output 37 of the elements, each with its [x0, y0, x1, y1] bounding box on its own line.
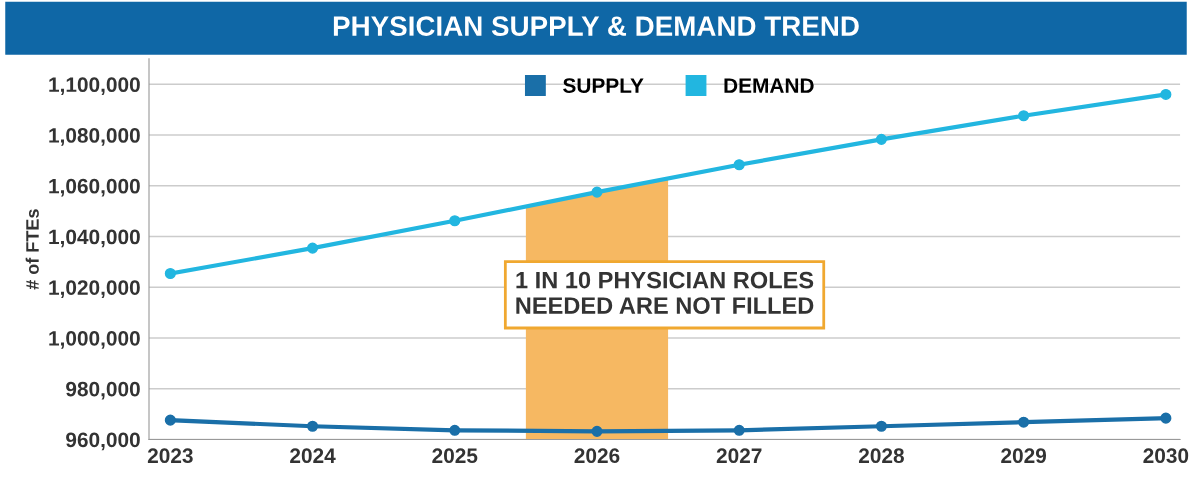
- y-tick-label: 1,100,000: [49, 77, 140, 96]
- point: [875, 420, 887, 432]
- annotation: 1 IN 10 PHYSICIAN ROLES NEEDED ARE NOT FILLED: [516, 271, 814, 314]
- y-axis-title: # of FTEs: [25, 209, 39, 290]
- point: [1018, 416, 1030, 428]
- point: [875, 133, 887, 145]
- point: [449, 215, 461, 227]
- point: [1160, 88, 1172, 100]
- x-tick-label: 2026: [574, 448, 620, 464]
- chart-title: PHYSICIAN SUPPLY & DEMAND TREND: [333, 16, 859, 36]
- y-tick-label: 960,000: [66, 432, 140, 451]
- x-tick-label: 2029: [1001, 448, 1047, 464]
- y-tick-label: 1,080,000: [49, 128, 140, 146]
- legend-label: SUPPLY: [563, 78, 644, 93]
- x-tick-label: 2028: [858, 448, 904, 464]
- point: [1160, 412, 1172, 424]
- point: [306, 420, 319, 432]
- point: [591, 425, 603, 437]
- y-tick-label: 1,020,000: [49, 280, 140, 299]
- y-tick-label: 980,000: [66, 381, 140, 400]
- point: [164, 414, 176, 426]
- point: [164, 267, 176, 280]
- point: [733, 424, 745, 436]
- legend-label: DEMAND: [724, 78, 814, 93]
- point: [733, 159, 745, 171]
- point: [1018, 110, 1030, 122]
- point: [591, 186, 603, 198]
- point: [449, 424, 461, 436]
- y-tick-label: 1,040,000: [49, 229, 140, 248]
- x-tick-label: 2024: [290, 448, 336, 464]
- y-tick-label: 1,060,000: [49, 178, 140, 197]
- x-tick-label: 2023: [147, 448, 193, 464]
- x-tick-label: 2030: [1143, 448, 1189, 464]
- point: [306, 242, 319, 254]
- y-tick-label: 1,000,000: [49, 330, 140, 349]
- x-tick-label: 2025: [432, 448, 478, 464]
- x-tick-label: 2027: [716, 448, 762, 464]
